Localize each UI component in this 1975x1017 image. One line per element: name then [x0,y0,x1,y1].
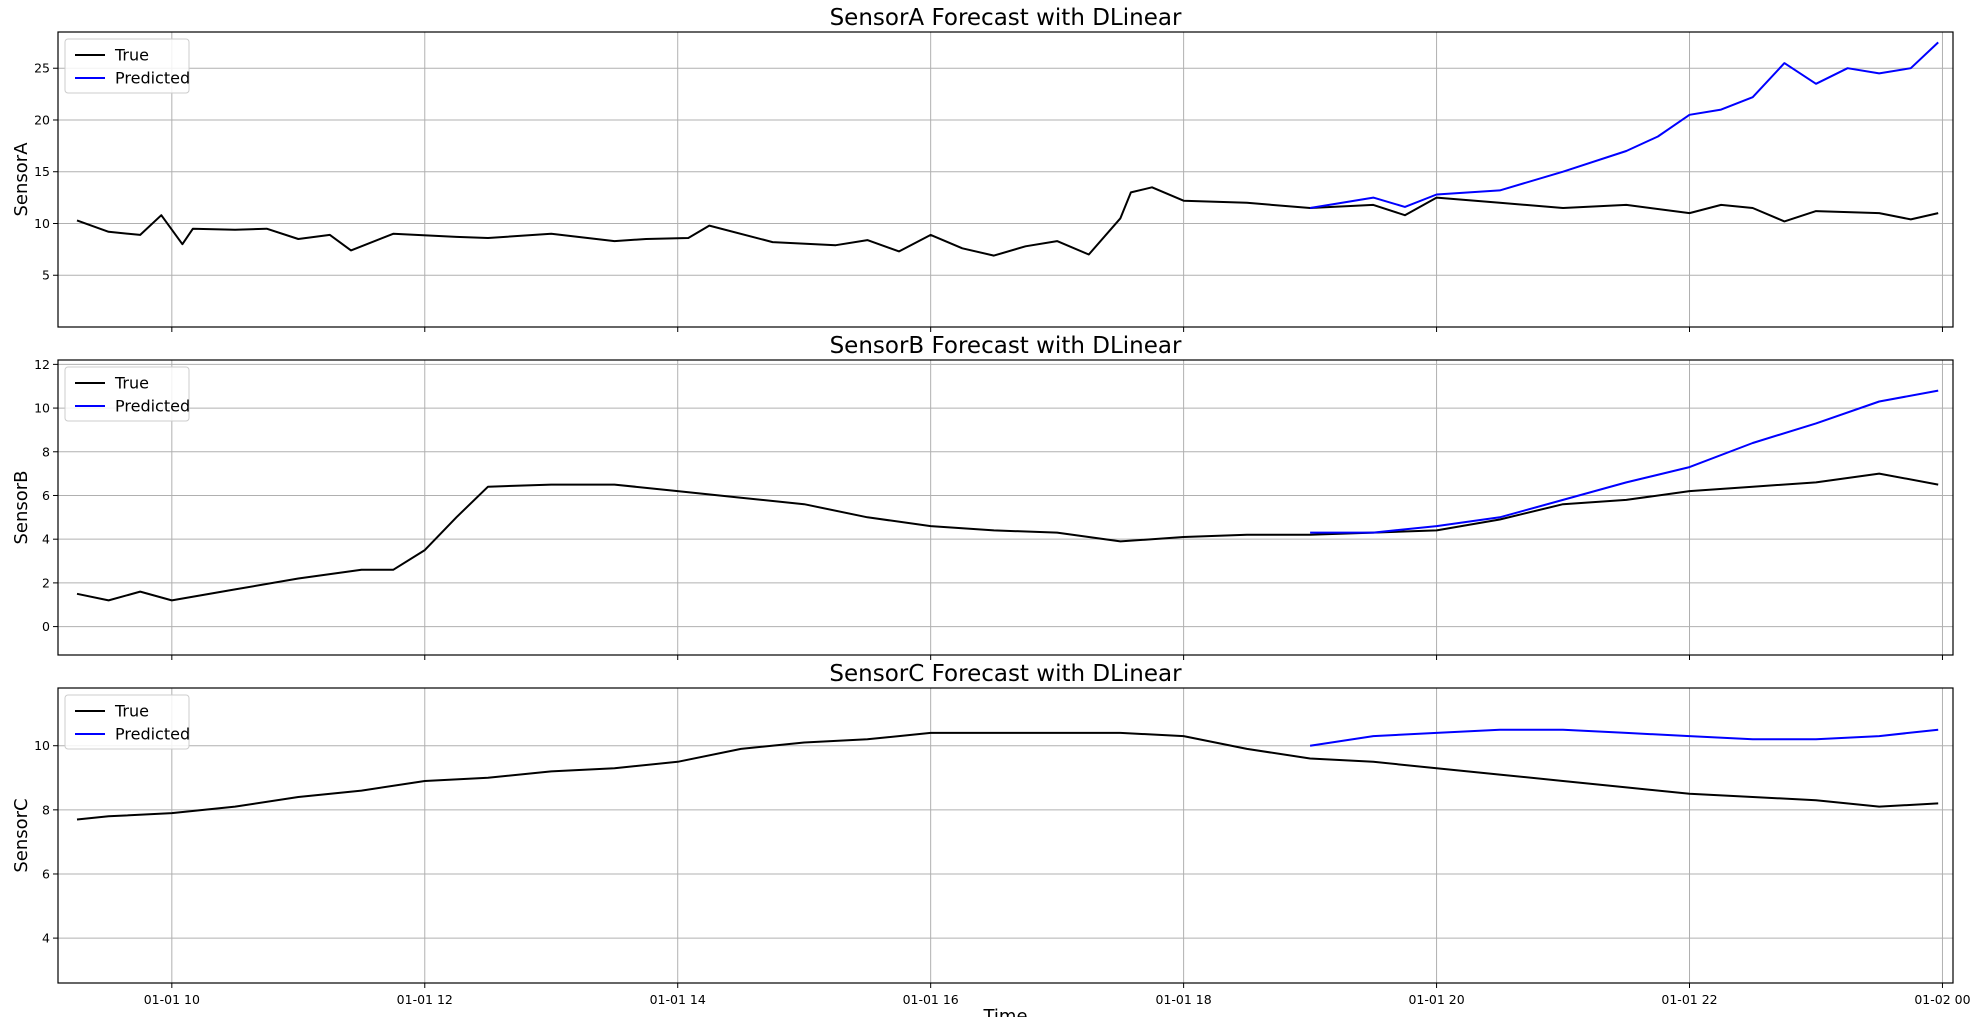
panel-title: SensorB Forecast with DLinear [830,333,1182,359]
panel-title: SensorA Forecast with DLinear [830,5,1182,31]
axes-frame [57,687,1954,984]
y-axis-label: SensorB [11,470,32,544]
axes-frame [57,31,1954,328]
y-tick-label: 12 [34,357,50,372]
y-tick-label: 6 [42,488,50,503]
x-tick-label: 01-01 10 [144,992,200,1007]
series-line-true [76,731,1939,821]
y-tick-label: 4 [42,532,50,547]
y-tick-label: 25 [34,61,50,76]
legend: True Predicted [64,694,190,750]
y-tick-label: 10 [34,216,50,231]
y-tick-label: 8 [42,444,50,459]
y-tick-label: 4 [42,931,50,946]
x-tick-label: 01-02 00 [1914,992,1970,1007]
x-axis-label: Time [982,1006,1027,1017]
y-tick-label: 2 [42,575,50,590]
y-tick-label: 8 [42,802,50,817]
x-tick-label: 01-01 18 [1156,992,1212,1007]
legend-label-true: True [114,702,149,721]
y-tick-label: 6 [42,866,50,881]
y-axis-label: SensorC [11,798,32,872]
y-tick-label: 10 [34,401,50,416]
series-line-predicted [1310,389,1939,534]
y-tick-label: 20 [34,112,50,127]
x-tick-label: 01-01 16 [903,992,959,1007]
legend-label-predicted: Predicted [115,69,190,88]
series-line-predicted [1309,728,1939,747]
legend-box [64,38,190,94]
y-tick-label: 15 [34,164,50,179]
y-axis-label: SensorA [11,142,32,217]
y-tick-label: 0 [42,619,50,634]
legend-label-predicted: Predicted [115,725,190,744]
legend: True Predicted [64,38,190,94]
legend-label-predicted: Predicted [115,397,190,416]
legend-label-true: True [114,46,149,65]
panel-1: 5 10 15 20 25 SensorA Forecast with DLinear Se… [11,5,1954,332]
series-line-true [76,472,1939,602]
legend: True Predicted [64,366,190,422]
x-tick-label: 01-01 20 [1408,992,1464,1007]
y-tick-label: 10 [34,738,50,753]
x-tick-label: 01-01 14 [650,992,706,1007]
panel-title: SensorC Forecast with DLinear [829,661,1182,687]
panel-3: 4 6 8 10 01-01 10 01-01 12 01-01 14 01-01 16 01-… [11,661,1971,1017]
series-line-predicted [1309,41,1939,209]
x-tick-label: 01-01 12 [397,992,453,1007]
legend-box [64,694,190,750]
panel-2: 0 2 4 6 8 10 12 SensorB Forecast with DLinear Se… [11,333,1954,660]
y-tick-label: 5 [42,268,50,283]
series-line-true [76,186,1939,257]
legend-label-true: True [114,374,149,393]
x-tick-label: 01-01 22 [1661,992,1717,1007]
axes-frame [57,359,1954,656]
legend-box [64,366,190,422]
